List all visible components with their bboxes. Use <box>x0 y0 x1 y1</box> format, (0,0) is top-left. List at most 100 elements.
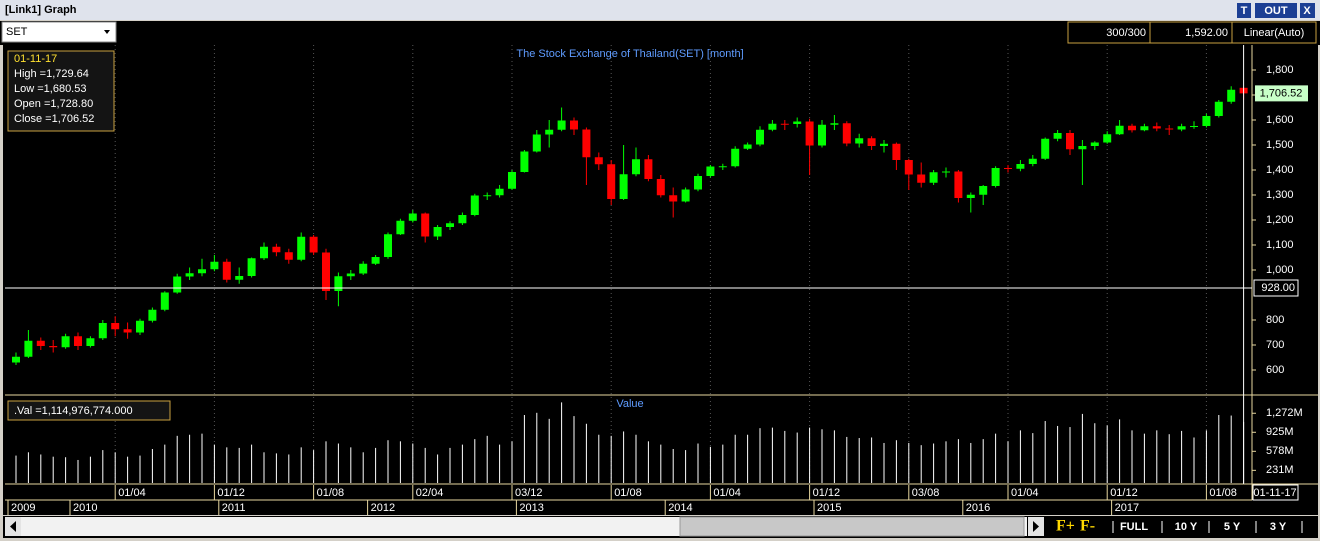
symbol-dropdown[interactable] <box>1 21 117 43</box>
candle-body <box>1041 138 1050 159</box>
candle-body <box>384 234 392 257</box>
volume-bar <box>337 443 339 483</box>
candle-body <box>855 138 864 144</box>
volume-bar <box>213 444 215 483</box>
chart-area <box>3 45 1318 515</box>
date-label: 01/08 <box>317 487 345 499</box>
candle-body <box>892 143 901 160</box>
date-label: 01/04 <box>118 487 146 499</box>
candle-body <box>991 168 1000 186</box>
candle-body <box>880 143 888 146</box>
year-label: 2010 <box>73 502 97 514</box>
candle-body <box>644 159 653 179</box>
button-label: OUT <box>1264 5 1288 17</box>
candle-body <box>1066 133 1074 150</box>
volume-bar <box>511 441 513 483</box>
volume-bar <box>523 415 525 483</box>
volume-bar <box>1181 430 1183 483</box>
date-label: 01/08 <box>614 487 642 499</box>
y-tick-label: 1,500 <box>1266 139 1294 151</box>
volume-bar <box>102 450 104 483</box>
candle-body <box>1152 126 1161 129</box>
scroll-thumb[interactable] <box>679 516 1025 537</box>
volume-bar <box>461 444 463 483</box>
button-t[interactable] <box>1237 3 1251 18</box>
candle-body <box>743 144 752 149</box>
candle-body <box>917 174 926 183</box>
zoom-in[interactable]: F+ <box>1056 518 1075 535</box>
volume-bar <box>858 438 860 483</box>
range-button[interactable]: 3 Y <box>1270 521 1287 533</box>
volume-bar <box>908 442 910 483</box>
candle-body <box>867 138 876 146</box>
current-date: 01-11-17 <box>1253 487 1296 499</box>
candle-body <box>1053 133 1062 139</box>
candle-body <box>1190 126 1198 127</box>
candle-body <box>929 172 938 183</box>
volume-bar <box>709 446 711 483</box>
range-button[interactable]: 10 Y <box>1175 521 1198 533</box>
volume-bar <box>747 434 749 483</box>
volume-tooltip: .Val =1,114,976,774.000 <box>14 405 133 417</box>
candle-body <box>532 134 541 152</box>
zoom-out[interactable]: F- <box>1080 518 1095 535</box>
volume-bar <box>1032 433 1034 483</box>
volume-bar <box>610 435 612 483</box>
date-label: 01/12 <box>813 487 841 499</box>
candle-body <box>284 252 293 260</box>
volume-bar <box>139 455 141 483</box>
year-label: 2009 <box>11 502 35 514</box>
date-label: 01/08 <box>1209 487 1237 499</box>
candle-body <box>408 213 417 221</box>
volume-bar <box>1218 415 1220 483</box>
volume-bar <box>685 450 687 483</box>
candle-body <box>433 227 442 237</box>
volume-bar <box>40 454 42 483</box>
y-tick-label: 1,000 <box>1266 264 1294 276</box>
y-tick-label: 1,800 <box>1266 64 1294 76</box>
range-button[interactable]: FULL <box>1120 521 1148 533</box>
volume-bar <box>1131 430 1133 483</box>
scale-box[interactable] <box>1231 21 1317 44</box>
button-out[interactable] <box>1255 3 1297 18</box>
volume-bar <box>585 423 587 483</box>
volume-bar <box>635 434 637 483</box>
y-tick-label: 700 <box>1266 339 1284 351</box>
volume-bar <box>548 418 550 483</box>
year-label: 2016 <box>966 502 990 514</box>
candle-body <box>36 340 45 346</box>
volume-bar <box>164 444 166 483</box>
button-separators <box>1112 521 1303 533</box>
candle-body <box>694 176 702 190</box>
volume-bar <box>1019 430 1021 483</box>
candle-body <box>322 252 330 291</box>
button-close[interactable] <box>1300 3 1315 18</box>
candle-body <box>185 273 194 277</box>
candle-body <box>1227 89 1236 102</box>
volume-bar <box>920 445 922 483</box>
volume-bar <box>672 449 674 483</box>
candle-body <box>805 121 814 146</box>
candle-body <box>148 309 157 321</box>
candle-body <box>247 258 256 276</box>
y-tick-label: 925M <box>1266 426 1294 438</box>
range-button[interactable]: 5 Y <box>1224 521 1241 533</box>
title-bar <box>0 0 1320 20</box>
volume-bar <box>1243 421 1245 483</box>
volume-bar <box>1106 425 1108 483</box>
volume-bar <box>982 439 984 483</box>
date-label: 01/12 <box>1110 487 1138 499</box>
candle-body <box>1004 168 1012 169</box>
volume-bar <box>1119 419 1121 483</box>
candle-body <box>160 292 169 310</box>
volume-bar <box>449 447 451 483</box>
volume-bar <box>1143 433 1145 483</box>
date-label: 01/04 <box>1011 487 1039 499</box>
candle-body <box>570 120 578 130</box>
volume-bar <box>1193 437 1195 483</box>
volume-bar <box>474 439 476 483</box>
volume-bar <box>623 431 625 483</box>
volume-bar <box>1156 430 1158 483</box>
candle-body <box>954 171 963 198</box>
